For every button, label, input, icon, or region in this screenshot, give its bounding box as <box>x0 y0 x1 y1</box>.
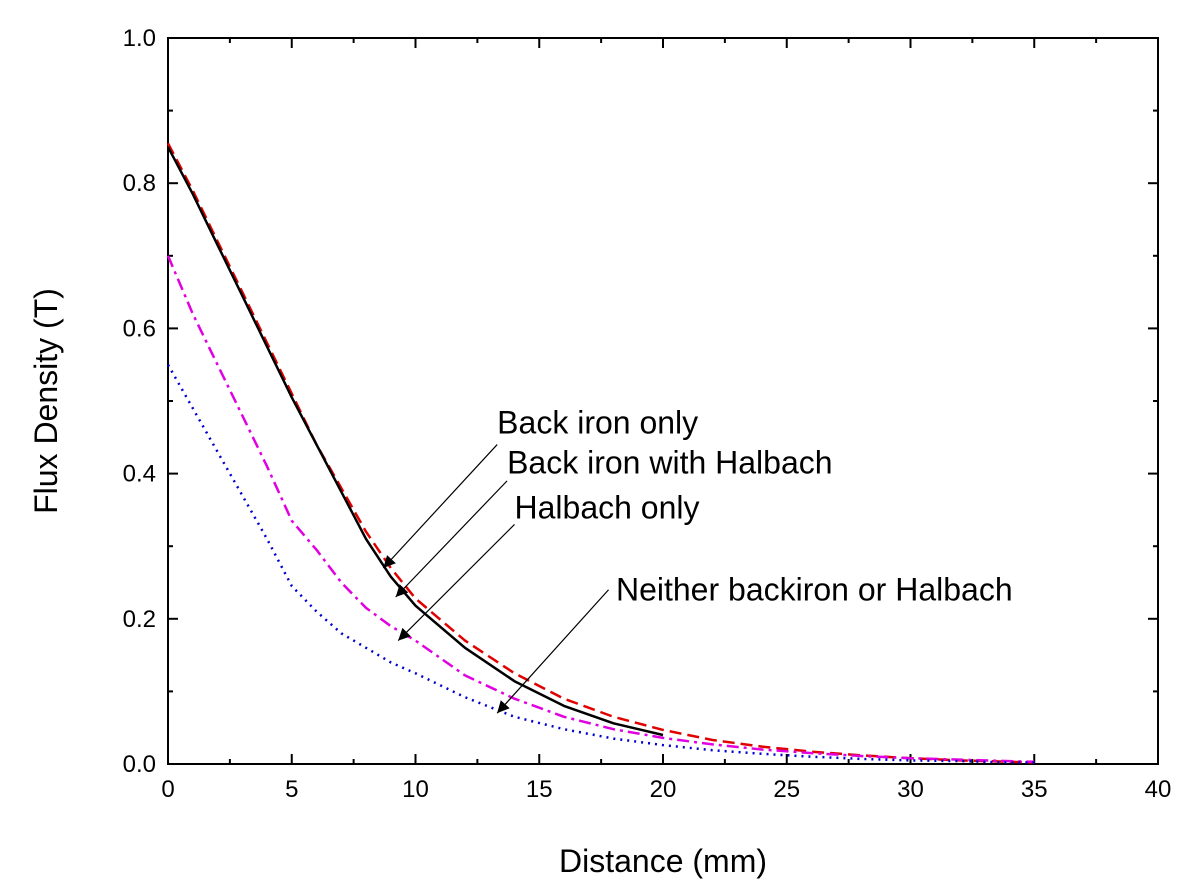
series-line-2 <box>166 146 664 737</box>
y-tick-label: 1.0 <box>123 25 156 52</box>
y-tick-label: 0.6 <box>123 315 156 342</box>
annotation-arrow-1 <box>382 444 498 569</box>
y-tick-label: 0.2 <box>123 606 156 633</box>
plot-frame <box>167 37 1159 765</box>
y-axis-title: Flux Density (T) <box>28 288 64 514</box>
x-tick-label: 15 <box>526 776 553 803</box>
x-tick-label: 5 <box>285 776 298 803</box>
x-tick-label: 25 <box>773 776 800 803</box>
x-tick-label: 20 <box>650 776 677 803</box>
annotation-arrow-4 <box>496 589 609 714</box>
axis-ticks: 0 5 10 15 20 25 30 35 40 0.0 0.2 0.4 0.6 0.8 1.0 <box>123 25 1172 803</box>
y-tick-label: 0.4 <box>123 461 156 488</box>
y-tick-label: 0.0 <box>123 751 156 778</box>
annotation-label-3: Halbach only <box>515 490 700 526</box>
annotation-arrow-2 <box>395 480 508 598</box>
y-tick-label: 0.8 <box>123 170 156 197</box>
x-tick-label: 10 <box>402 776 429 803</box>
x-tick-label: 40 <box>1145 776 1172 803</box>
x-tick-label: 30 <box>897 776 924 803</box>
annotation-label-2: Back iron with Halbach <box>507 445 832 481</box>
x-tick-label: 0 <box>161 776 174 803</box>
annotation-arrow-3 <box>397 523 515 642</box>
annotation-label-1: Back iron only <box>497 405 698 441</box>
series-line-3 <box>166 255 1035 764</box>
x-tick-label: 35 <box>1021 776 1048 803</box>
x-axis-title: Distance (mm) <box>559 843 767 879</box>
series-lines <box>166 142 1035 764</box>
annotations: Back iron only Back iron with Halbach Halb… <box>382 405 1013 714</box>
annotation-label-4: Neither backiron or Halbach <box>616 572 1013 608</box>
